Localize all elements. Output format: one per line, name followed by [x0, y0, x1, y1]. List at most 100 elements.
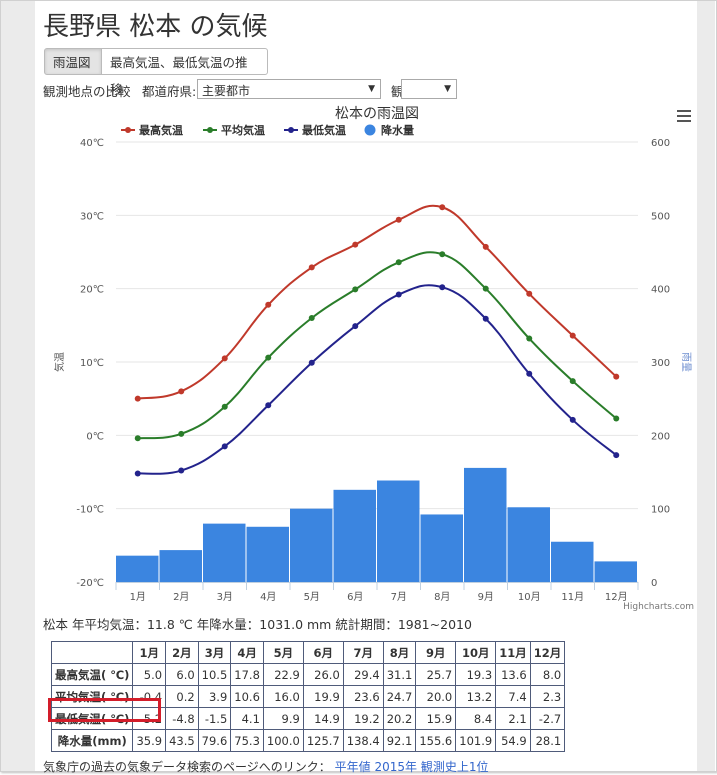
table-cell: 19.3 [455, 663, 497, 686]
table-cell: 31.1 [382, 663, 417, 686]
link-2015[interactable]: 2015年 [374, 760, 417, 774]
legend-circle-marker [364, 124, 376, 136]
table-row: 最高気温( ℃) 5.0 6.0 10.5 17.8 22.9 26.0 29.4 31.1 25… [50, 663, 566, 686]
table-cell: 125.7 [302, 729, 344, 752]
table-row-header: 最高気温( ℃) [50, 663, 134, 686]
table-cell: 20.2 [382, 707, 417, 730]
x-tick-label: 2月 [173, 591, 189, 603]
precip-bar [246, 526, 289, 582]
temp-point [352, 286, 359, 293]
table-cell: 13.6 [495, 663, 531, 686]
x-tick-label: 5月 [304, 591, 320, 603]
y-tick-label-right: 100 [651, 505, 670, 516]
tab-rain-temp-chart[interactable]: 雨温図 [44, 48, 102, 75]
table-month-header: 10月 [455, 641, 497, 664]
table-corner-cell [50, 641, 134, 664]
x-tick-label: 10月 [518, 591, 541, 603]
table-cell: 25.7 [415, 663, 457, 686]
y-tick-label-right: 0 [651, 578, 657, 589]
temp-point [439, 204, 446, 211]
temp-point [265, 354, 272, 361]
table-cell: 6.0 [165, 663, 199, 686]
highlight-box [48, 698, 161, 722]
y-axis-title-right: 雨量 [680, 352, 692, 372]
table-cell: 54.9 [495, 729, 531, 752]
page-title: 長野県 松本 の気候 [43, 12, 268, 42]
table-cell: 19.2 [342, 707, 384, 730]
legend-label: 最低気温 [302, 123, 346, 137]
table-cell: 17.8 [230, 663, 264, 686]
temp-point [569, 416, 576, 423]
station-select[interactable]: ▼ [401, 79, 457, 99]
temp-point [395, 216, 402, 223]
prefecture-label: 都道府県: [142, 84, 197, 99]
table-cell: 13.2 [455, 685, 497, 708]
table-cell: 14.9 [302, 707, 344, 730]
table-cell: 10.6 [230, 685, 264, 708]
table-cell: 101.9 [455, 729, 497, 752]
link-normals[interactable]: 平年値 [334, 760, 371, 774]
table-row: 最低気温( ℃) -5.2 -4.8 -1.5 4.1 9.9 14.9 19.2 20.2 15… [50, 707, 566, 730]
y-tick-label-right: 500 [651, 211, 670, 222]
x-tick-label: 1月 [130, 591, 146, 603]
table-month-header: 12月 [529, 641, 566, 664]
right-margin [697, 1, 715, 771]
table-cell: 0.2 [165, 685, 199, 708]
legend-dot-marker [207, 127, 213, 133]
temp-point [613, 452, 620, 459]
climate-table: 1月 2月 3月 4月 5月 6月 7月 8月 9月 10月 11月 12月 最高気温( ℃) 5.0 6… [50, 641, 566, 752]
temp-point [613, 373, 620, 380]
precip-bar [333, 489, 376, 582]
temp-point [221, 443, 228, 450]
y-tick-label-left: 20℃ [80, 285, 104, 296]
temp-point [221, 355, 228, 362]
table-cell: 19.9 [302, 685, 344, 708]
temp-point [308, 315, 315, 321]
left-margin [1, 1, 35, 771]
table-cell: 2.1 [495, 707, 531, 730]
x-tick-label: 8月 [434, 591, 450, 603]
temp-line [137, 204, 617, 400]
temp-point [178, 388, 185, 395]
table-month-header: 7月 [342, 641, 384, 664]
chevron-down-icon: ▼ [444, 84, 451, 94]
temp-point [569, 378, 576, 385]
table-cell: 155.6 [415, 729, 457, 752]
tab-max-min-trend[interactable]: 最高気温、最低気温の推移 [101, 48, 268, 97]
table-month-header: 4月 [230, 641, 264, 664]
precip-bar [464, 467, 507, 582]
temp-point [482, 285, 489, 292]
chart-credit: Highcharts.com [623, 602, 694, 612]
table-cell: 92.1 [382, 729, 417, 752]
legend-label: 最高気温 [139, 123, 183, 137]
table-row: 降水量(mm) 35.9 43.5 79.6 75.3 100.0 125.7 138.4 92… [50, 729, 566, 752]
precip-bar [507, 507, 550, 582]
prefecture-select-value: 主要都市 [202, 84, 251, 98]
x-tick-label: 4月 [260, 591, 276, 603]
y-tick-label-right: 200 [651, 431, 670, 442]
table-cell: 29.4 [342, 663, 384, 686]
table-header-row: 1月 2月 3月 4月 5月 6月 7月 8月 9月 10月 11月 12月 [50, 641, 566, 664]
temp-point [308, 264, 315, 271]
y-tick-label-right: 400 [651, 285, 670, 296]
table-cell: 2.3 [529, 685, 566, 708]
table-month-header: 9月 [415, 641, 457, 664]
temp-point [526, 290, 533, 297]
prefecture-select[interactable]: 主要都市 ▼ [197, 79, 381, 99]
table-cell: 20.0 [415, 685, 457, 708]
table-cell: -5.2 [132, 707, 167, 730]
table-cell: 23.6 [342, 685, 384, 708]
footer-links: 気象庁の過去の気象データ検索のページへのリンク： 平年値 2015年 観測史上1… [43, 758, 488, 775]
chart-menu-icon[interactable] [677, 110, 691, 124]
temp-point [265, 301, 272, 308]
table-month-header: 8月 [382, 641, 417, 664]
y-tick-label-left: -10℃ [76, 505, 104, 516]
precip-bar [116, 555, 159, 582]
y-tick-label-left: 30℃ [80, 211, 104, 222]
table-cell: 8.0 [529, 663, 566, 686]
link-record[interactable]: 観測史上1位 [420, 760, 489, 774]
temp-point [221, 403, 228, 410]
y-tick-label-right: 300 [651, 358, 670, 369]
table-cell: 35.9 [132, 729, 167, 752]
